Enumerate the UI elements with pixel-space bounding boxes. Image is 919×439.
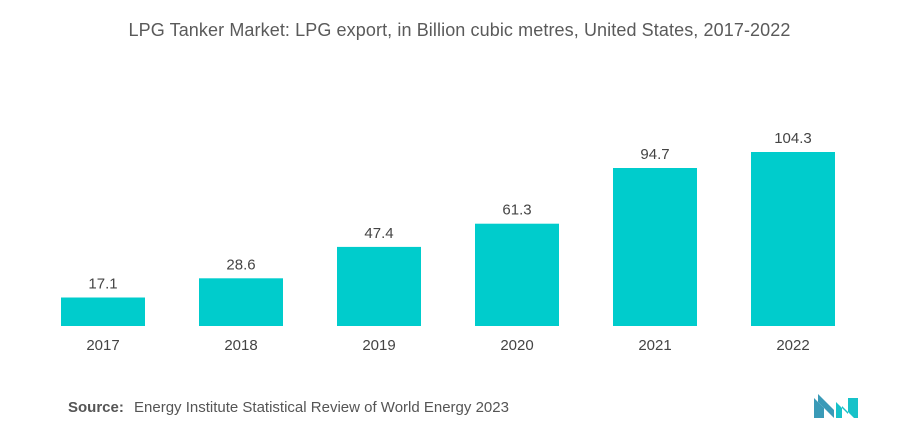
x-tick-label-2022: 2022	[776, 337, 809, 354]
source-text: Energy Institute Statistical Review of W…	[134, 399, 509, 416]
x-axis-ticks-layer: 2017 2018 2019 2020 2021 2022	[86, 337, 809, 354]
bar-2019	[337, 246, 421, 326]
bar-2018	[199, 278, 283, 326]
value-label-2022: 104.3	[774, 130, 812, 147]
value-label-2020: 61.3	[502, 202, 531, 219]
source-note: Source: Energy Institute Statistical Rev…	[68, 399, 509, 416]
value-labels-layer: 17.1 28.6 47.4 61.3 94.7 104.3	[88, 130, 811, 293]
value-label-2017: 17.1	[88, 276, 117, 293]
chart-title: LPG Tanker Market: LPG export, in Billio…	[128, 20, 791, 40]
bar-2017	[61, 297, 145, 326]
bar-2021	[613, 168, 697, 326]
bar-2020	[475, 223, 559, 326]
value-label-2021: 94.7	[640, 146, 669, 163]
brand-logo-icon	[814, 394, 858, 418]
bars-layer	[61, 152, 835, 326]
x-tick-label-2020: 2020	[500, 337, 533, 354]
value-label-2018: 28.6	[226, 256, 255, 273]
x-tick-label-2019: 2019	[362, 337, 395, 354]
x-tick-label-2017: 2017	[86, 337, 119, 354]
x-tick-label-2018: 2018	[224, 337, 257, 354]
value-label-2019: 47.4	[364, 225, 393, 242]
bar-2022	[751, 152, 835, 326]
source-label: Source:	[68, 399, 124, 416]
x-tick-label-2021: 2021	[638, 337, 671, 354]
